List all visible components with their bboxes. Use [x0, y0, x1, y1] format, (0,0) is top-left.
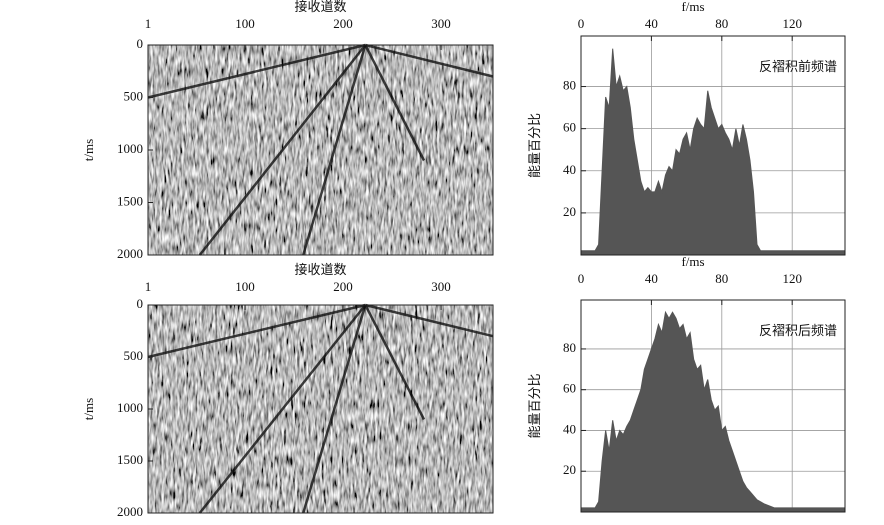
- annotation: 反褶积前频谱: [759, 59, 837, 74]
- seismic-event: [364, 304, 426, 420]
- plot-frame: [580, 299, 846, 513]
- y-tick-label: 0: [137, 36, 144, 51]
- x-axis-label: 接收道数: [294, 0, 346, 14]
- y-tick-label: 60: [563, 120, 576, 135]
- x-tick-label: 300: [431, 279, 451, 294]
- x-axis-label: 接收道数: [294, 262, 346, 277]
- x-tick-label: 80: [715, 16, 728, 31]
- x-tick-label: 200: [333, 16, 353, 31]
- y-axis-label: t/ms: [81, 398, 96, 420]
- y-tick-label: 1500: [117, 452, 143, 467]
- seismic-event: [302, 44, 367, 256]
- spectrum-area: [580, 48, 846, 256]
- x-tick-label: 1: [145, 279, 152, 294]
- x-tick-label: 80: [715, 271, 728, 286]
- plot-frame: [580, 35, 846, 256]
- y-tick-label: 40: [563, 162, 576, 177]
- y-tick-label: 60: [563, 381, 576, 396]
- x-tick-label: 200: [333, 279, 353, 294]
- y-tick-label: 40: [563, 421, 576, 436]
- y-tick-label: 1500: [117, 193, 143, 208]
- x-tick-label: 100: [235, 16, 255, 31]
- y-axis-label: t/ms: [81, 139, 96, 161]
- annotation: 反褶积后频谱: [759, 323, 837, 338]
- y-tick-label: 20: [563, 204, 576, 219]
- x-tick-label: 120: [782, 16, 802, 31]
- seismic-event: [147, 303, 366, 359]
- y-tick-label: 500: [124, 348, 144, 363]
- x-tick-label: 100: [235, 279, 255, 294]
- x-tick-label: 0: [578, 271, 585, 286]
- y-tick-label: 80: [563, 78, 576, 93]
- x-tick-label: 120: [782, 271, 802, 286]
- y-tick-label: 1000: [117, 400, 143, 415]
- x-tick-label: 1: [145, 16, 152, 31]
- x-tick-label: 0: [578, 16, 585, 31]
- x-tick-label: 300: [431, 16, 451, 31]
- seismic-event: [302, 304, 367, 514]
- seismic-event: [365, 303, 494, 338]
- seismic-event: [147, 43, 366, 99]
- y-tick-label: 0: [137, 296, 144, 311]
- y-tick-label: 2000: [117, 504, 143, 519]
- seismic-event: [198, 304, 367, 514]
- y-tick-label: 500: [124, 88, 144, 103]
- seismic-event: [365, 43, 494, 78]
- x-tick-label: 40: [645, 16, 658, 31]
- y-axis-label: 能量百分比: [527, 373, 542, 438]
- y-axis-label: 能量百分比: [527, 113, 542, 178]
- seismic-image: [148, 305, 493, 513]
- x-axis-label: f/ms: [681, 0, 704, 14]
- y-tick-label: 2000: [117, 246, 143, 261]
- x-tick-label: 40: [645, 271, 658, 286]
- spectrum-area: [580, 310, 846, 513]
- seismic-image: [148, 45, 493, 255]
- y-tick-label: 1000: [117, 141, 143, 156]
- x-axis-label: f/ms: [681, 254, 704, 269]
- seismic-event: [364, 44, 426, 162]
- seismic-event: [198, 44, 367, 256]
- y-tick-label: 80: [563, 340, 576, 355]
- y-tick-label: 20: [563, 462, 576, 477]
